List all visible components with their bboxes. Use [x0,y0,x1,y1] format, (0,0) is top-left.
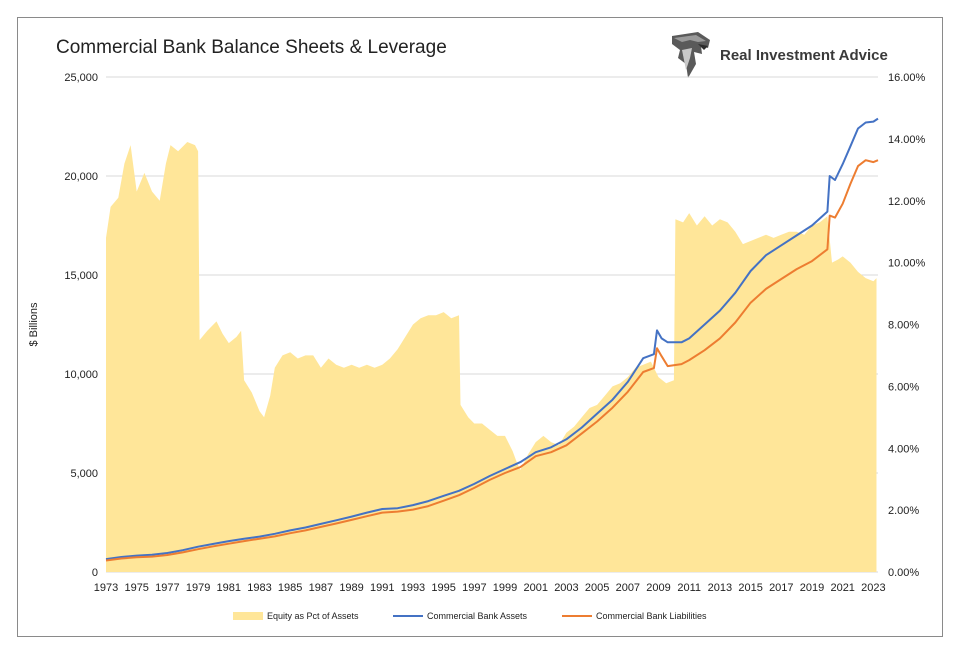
y-left-tick-label: 0 [92,567,98,579]
x-tick-label: 1987 [309,582,333,594]
x-tick-label: 2009 [646,582,670,594]
assets-line [105,117,879,561]
x-tick-label: 2001 [523,582,547,594]
legend-swatch-equity [233,612,263,620]
axis-layer: 0 5,000 10,000 15,000 20,000 25,000 0.00% 2.00%… [28,72,926,594]
eagle-head-logo-icon [672,32,710,78]
x-tick-label: 1985 [278,582,302,594]
legend-label: Commercial Bank Liabilities [596,611,707,621]
legend-label: Equity as Pct of Assets [267,611,359,621]
x-tick-label: 1991 [370,582,394,594]
x-tick-label: 2015 [738,582,762,594]
x-tick-label: 1983 [247,582,271,594]
brand-logo: Real Investment Advice [668,30,888,80]
x-tick-label: 1981 [217,582,241,594]
y-left-tick-label: 20,000 [64,171,98,183]
x-tick-label: 2013 [708,582,732,594]
x-tick-label: 2011 [677,582,701,594]
y-left-tick-label: 25,000 [64,72,98,84]
equity-area-layer [106,142,877,572]
x-tick-label: 2017 [769,582,793,594]
x-tick-label: 2023 [861,582,885,594]
y-right-tick-label: 12.00% [888,196,926,208]
x-tick-label: 2005 [585,582,609,594]
y-right-tick-label: 8.00% [888,320,919,332]
y-right-tick-label: 0.00% [888,567,919,579]
legend-label: Commercial Bank Assets [427,611,528,621]
x-tick-label: 1975 [124,582,148,594]
y-left-tick-label: 10,000 [64,369,98,381]
y-right-tick-label: 10.00% [888,258,926,270]
y-right-tick-label: 4.00% [888,443,919,455]
y-axis-label: $ Billions [28,302,40,347]
x-tick-label: 1977 [155,582,179,594]
x-tick-label: 1997 [462,582,486,594]
equity-pct-area [106,142,877,572]
y-right-tick-label: 16.00% [888,72,926,84]
x-tick-label: 2021 [830,582,854,594]
x-tick-label: 2007 [616,582,640,594]
x-tick-label: 1999 [493,582,517,594]
x-tick-label: 1995 [431,582,455,594]
x-tick-label: 2019 [800,582,824,594]
brand-name: Real Investment Advice [720,46,888,64]
x-tick-label: 1993 [401,582,425,594]
chart-title: Commercial Bank Balance Sheets & Leverag… [56,37,447,58]
series-lines-layer [105,117,879,562]
legend: Equity as Pct of Assets Commercial Bank A… [233,611,707,621]
y-right-tick-label: 6.00% [888,381,919,393]
y-right-tick-label: 2.00% [888,505,919,517]
y-right-tick-label: 14.00% [888,134,926,146]
x-tick-label: 1973 [94,582,118,594]
x-tick-label: 2003 [554,582,578,594]
liabilities-line [105,159,879,562]
x-tick-label: 1989 [339,582,363,594]
y-left-tick-label: 5,000 [70,468,98,480]
y-left-tick-label: 15,000 [64,270,98,282]
x-tick-label: 1979 [186,582,210,594]
